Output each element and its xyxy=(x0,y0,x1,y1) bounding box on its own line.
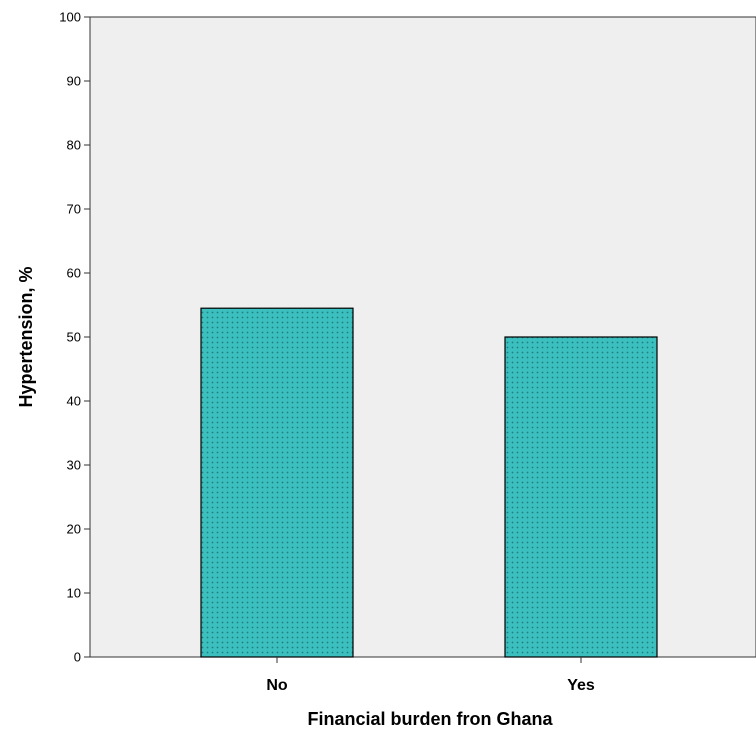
y-tick-label: 80 xyxy=(67,138,81,153)
y-axis: 0 10 20 30 40 50 60 70 80 90 100 xyxy=(59,10,90,665)
bar-no xyxy=(200,307,354,658)
y-tick-label: 60 xyxy=(67,266,81,281)
y-tick-label: 70 xyxy=(67,202,81,217)
x-tick-label: No xyxy=(266,677,288,694)
y-tick-label: 100 xyxy=(59,10,81,25)
y-tick-label: 40 xyxy=(67,394,81,409)
y-tick-label: 90 xyxy=(67,74,81,89)
y-tick-label: 10 xyxy=(67,586,81,601)
x-axis-title: Financial burden fron Ghana xyxy=(307,709,553,729)
y-tick-label: 50 xyxy=(67,330,81,345)
x-axis: No Yes xyxy=(266,657,595,694)
bar-yes xyxy=(504,336,658,658)
y-tick-label: 30 xyxy=(67,458,81,473)
x-tick-label: Yes xyxy=(567,677,595,694)
y-tick-label: 20 xyxy=(67,522,81,537)
y-tick-label: 0 xyxy=(74,650,81,665)
y-axis-title: Hypertension, % xyxy=(16,266,36,407)
